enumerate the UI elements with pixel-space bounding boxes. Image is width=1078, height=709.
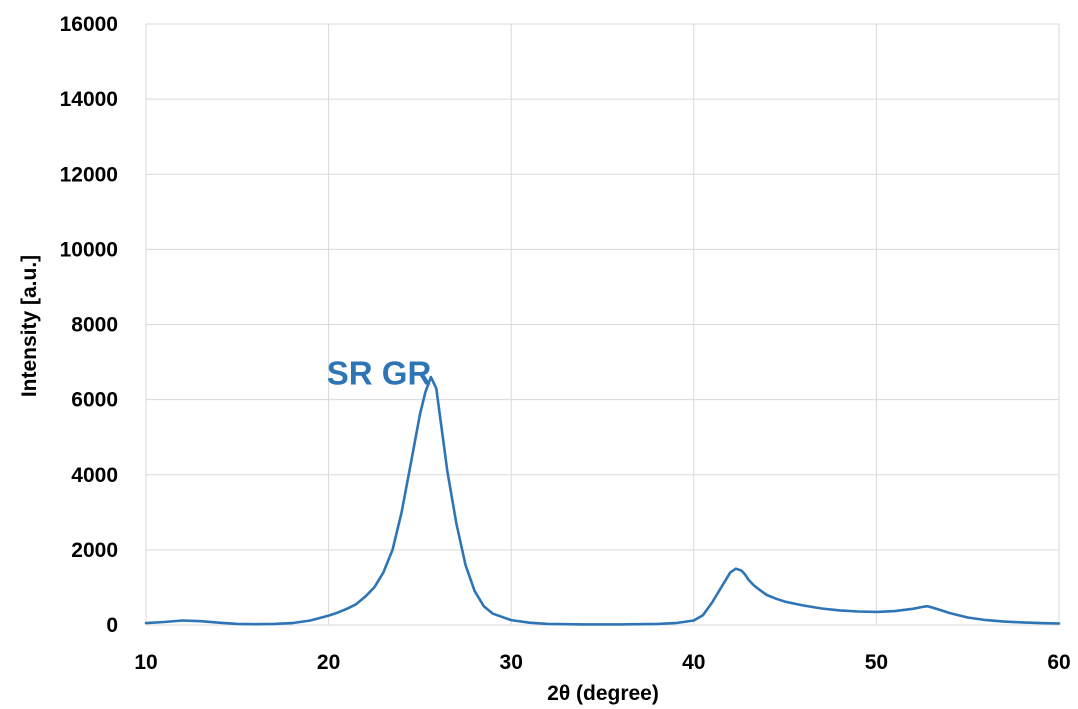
annotation-label: SR GR xyxy=(327,355,432,392)
x-tick-label: 50 xyxy=(865,651,888,674)
series-line-sr-gr xyxy=(144,375,1061,626)
y-tick-label: 16000 xyxy=(60,13,118,36)
x-tick-label: 20 xyxy=(317,651,340,674)
y-axis-title: Intensity [a.u.] xyxy=(18,255,41,397)
x-axis-title: 2θ (degree) xyxy=(547,682,659,705)
x-tick-label: 60 xyxy=(1047,651,1070,674)
y-tick-label: 14000 xyxy=(60,88,118,111)
x-tick-label: 10 xyxy=(134,651,157,674)
y-tick-label: 4000 xyxy=(71,464,118,487)
y-axis-ticks: 0 2000 4000 6000 8000 10000 12000 14000 16000 xyxy=(60,13,118,637)
y-tick-label: 8000 xyxy=(71,314,118,337)
x-tick-label: 30 xyxy=(500,651,523,674)
grid-lines xyxy=(145,23,1060,626)
y-tick-label: 6000 xyxy=(71,389,118,412)
x-axis-ticks: 10 20 30 40 50 60 xyxy=(134,651,1070,674)
y-tick-label: 2000 xyxy=(71,539,118,562)
x-tick-label: 40 xyxy=(682,651,705,674)
y-tick-label: 10000 xyxy=(60,238,118,261)
y-tick-label: 0 xyxy=(106,614,118,637)
y-tick-label: 12000 xyxy=(60,163,118,186)
